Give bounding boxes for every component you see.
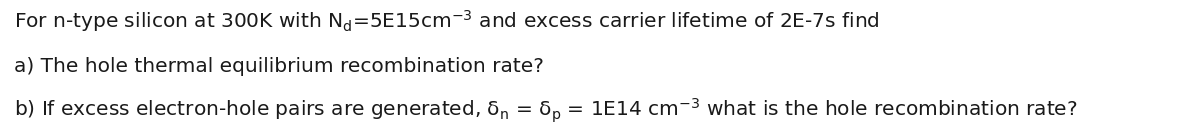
Text: a) The hole thermal equilibrium recombination rate?: a) The hole thermal equilibrium recombin…: [14, 58, 545, 76]
Text: For n-type silicon at 300K with $\mathregular{N_d}$=5E15cm$\mathregular{^{-3}}$ : For n-type silicon at 300K with $\mathre…: [14, 8, 880, 34]
Text: b) If excess electron-hole pairs are generated, $\mathregular{\delta_n}$ = $\mat: b) If excess electron-hole pairs are gen…: [14, 96, 1078, 125]
